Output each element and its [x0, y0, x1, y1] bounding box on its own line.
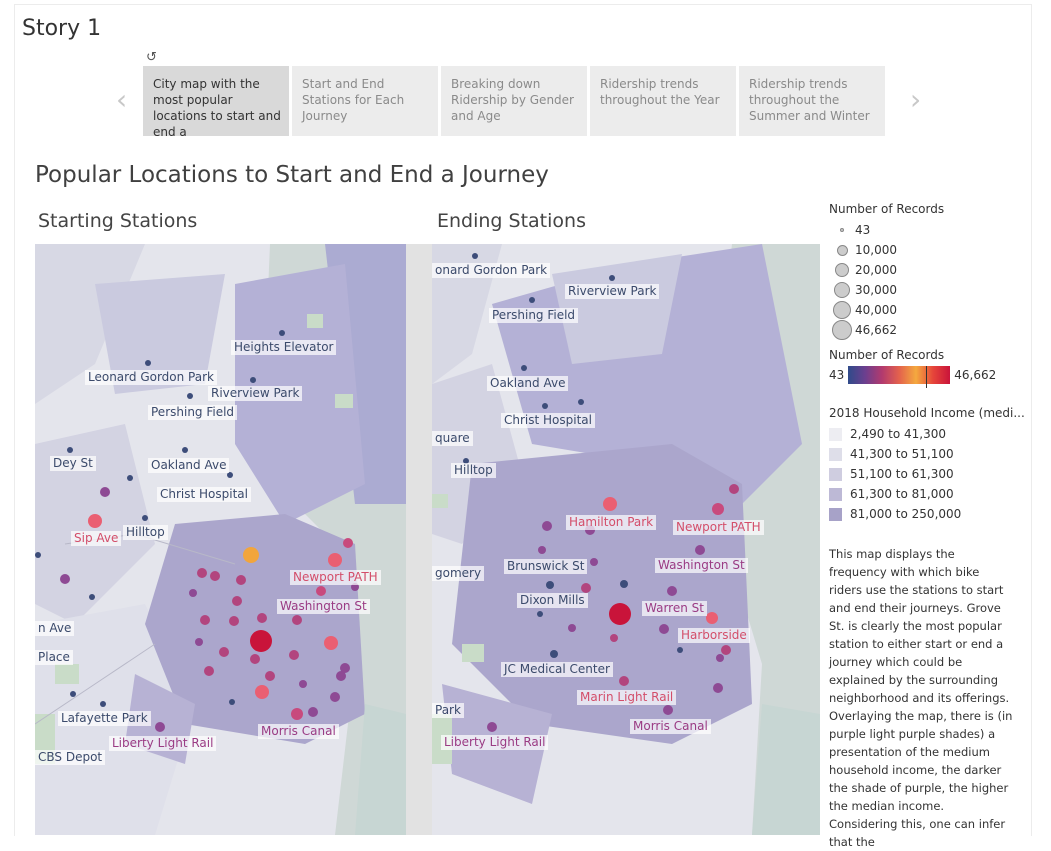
size-legend-item[interactable]: 46,662: [829, 320, 1029, 340]
income-legend-item[interactable]: 61,300 to 81,000: [829, 484, 1029, 504]
map-separator: [406, 244, 432, 835]
income-legend-item[interactable]: 81,000 to 250,000: [829, 504, 1029, 524]
income-legend-title: 2018 Household Income (medi...: [829, 406, 1025, 420]
label-newport-path: Newport PATH: [290, 570, 381, 585]
label-sip-ave: Sip Ave: [71, 531, 122, 546]
income-legend-item[interactable]: 51,100 to 61,300: [829, 464, 1029, 484]
label-gomery-end: gomery: [432, 566, 485, 581]
label-washington-st: Washington St: [277, 599, 370, 614]
ending-map-canvas: [432, 244, 820, 835]
label-christ-hospital-end: Christ Hospital: [501, 413, 595, 428]
story-point-5[interactable]: Ridership trends throughout the Summer a…: [739, 66, 885, 136]
label-quare-end: quare: [432, 431, 473, 446]
label-leonard-gordon-park-end: onard Gordon Park: [432, 263, 551, 278]
label-heights-elevator: Heights Elevator: [231, 340, 337, 355]
label-leonard-gordon-park: Leonard Gordon Park: [85, 370, 217, 385]
story-points-nav: City map with the most popular locations…: [143, 66, 885, 136]
label-liberty-light-rail-end: Liberty Light Rail: [441, 735, 549, 750]
size-legend-title: Number of Records: [829, 202, 945, 216]
label-morris-canal-end: Morris Canal: [630, 719, 711, 734]
label-pershing-field-end: Pershing Field: [489, 308, 579, 323]
income-legend-item[interactable]: 41,300 to 51,100: [829, 444, 1029, 464]
label-cbs-depot: CBS Depot: [35, 750, 106, 765]
ending-stations-map[interactable]: onard Gordon Park Riverview Park Pershin…: [432, 244, 820, 835]
label-morris-canal: Morris Canal: [258, 724, 339, 739]
color-legend: 43 46,662: [829, 366, 1029, 388]
label-n-ave: n Ave: [35, 621, 75, 636]
story-point-4[interactable]: Ridership trends throughout the Year: [590, 66, 736, 136]
story-title: Story 1: [22, 16, 102, 41]
label-hilltop-end: Hilltop: [451, 463, 496, 478]
label-pershing-field: Pershing Field: [148, 405, 238, 420]
prev-story-point-arrow[interactable]: ‹: [116, 83, 128, 116]
label-brunswick-st-end: Brunswick St: [504, 559, 588, 574]
label-riverview-park: Riverview Park: [208, 386, 303, 401]
label-oakland-ave: Oakland Ave: [148, 458, 230, 473]
end-station-dots: [463, 253, 739, 732]
map-description: This map displays the frequency with whi…: [829, 547, 1013, 849]
legend-panel: Number of Records 43 10,000 20,000 30,00…: [829, 202, 1029, 524]
starting-stations-map[interactable]: Heights Elevator Leonard Gordon Park Riv…: [35, 244, 406, 835]
starting-stations-title: Starting Stations: [38, 210, 198, 232]
size-legend-item[interactable]: 43: [829, 220, 1029, 240]
label-warren-st-end: Warren St: [642, 601, 707, 616]
label-dixon-mills-end: Dixon Mills: [517, 593, 588, 608]
color-gradient-bar[interactable]: [848, 366, 951, 388]
size-legend-item[interactable]: 20,000: [829, 260, 1029, 280]
size-legend-item[interactable]: 30,000: [829, 280, 1029, 300]
label-christ-hospital: Christ Hospital: [157, 487, 251, 502]
label-oakland-ave-end: Oakland Ave: [487, 376, 569, 391]
label-hilltop: Hilltop: [123, 525, 168, 540]
label-newport-path-end: Newport PATH: [673, 520, 764, 535]
color-legend-title: Number of Records: [829, 348, 945, 362]
start-station-dots: [35, 330, 359, 732]
story-point-2[interactable]: Start and End Stations for Each Journey: [292, 66, 438, 136]
label-park-end: Park: [432, 703, 464, 718]
label-harborside-end: Harborside: [678, 628, 750, 643]
label-washington-st-end: Washington St: [655, 558, 748, 573]
story-point-1[interactable]: City map with the most popular locations…: [143, 66, 289, 136]
story-point-3[interactable]: Breaking down Ridership by Gender and Ag…: [441, 66, 587, 136]
label-place: Place: [35, 650, 73, 665]
ending-stations-title: Ending Stations: [437, 210, 586, 232]
dashboard-title: Popular Locations to Start and End a Jou…: [35, 162, 549, 188]
label-riverview-park-end: Riverview Park: [565, 284, 660, 299]
size-legend-item[interactable]: 10,000: [829, 240, 1029, 260]
revert-icon[interactable]: ↺: [146, 50, 157, 65]
color-legend-max: 46,662: [954, 368, 997, 382]
label-liberty-light-rail: Liberty Light Rail: [109, 736, 217, 751]
size-legend-item[interactable]: 40,000: [829, 300, 1029, 320]
story-frame: [14, 4, 1032, 836]
label-hamilton-park-end: Hamilton Park: [566, 515, 657, 530]
label-lafayette-park: Lafayette Park: [58, 711, 151, 726]
label-dey-st: Dey St: [50, 456, 96, 471]
color-legend-min: 43: [829, 368, 845, 382]
next-story-point-arrow[interactable]: ›: [910, 83, 922, 116]
income-legend-item[interactable]: 2,490 to 41,300: [829, 424, 1029, 444]
label-marin-light-rail-end: Marin Light Rail: [577, 690, 677, 705]
label-jc-medical-center-end: JC Medical Center: [501, 662, 613, 677]
